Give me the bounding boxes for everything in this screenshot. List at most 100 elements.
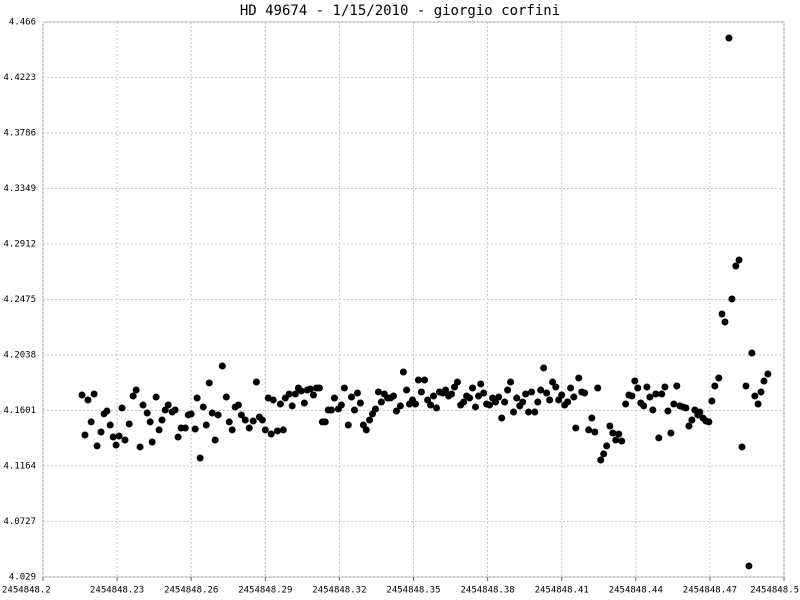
data-point — [469, 384, 477, 392]
data-point — [327, 406, 335, 414]
data-point — [424, 396, 432, 404]
data-point — [106, 421, 114, 429]
data-point — [558, 391, 566, 399]
data-point — [362, 426, 370, 434]
data-point — [609, 429, 617, 437]
data-point — [725, 34, 733, 42]
data-point — [534, 398, 542, 406]
data-point — [721, 318, 729, 326]
data-point — [597, 456, 605, 464]
data-point — [585, 426, 593, 434]
data-point — [661, 383, 669, 391]
data-point — [222, 393, 230, 401]
data-point — [519, 398, 527, 406]
data-point — [513, 394, 521, 402]
data-point — [374, 388, 382, 396]
data-point — [164, 401, 172, 409]
data-point — [466, 394, 474, 402]
data-point — [754, 400, 762, 408]
data-point — [125, 420, 133, 428]
data-point — [640, 402, 648, 410]
data-point — [540, 364, 548, 372]
data-point — [507, 378, 515, 386]
data-point — [460, 398, 468, 406]
data-point — [273, 427, 281, 435]
data-point — [738, 443, 746, 451]
data-point — [174, 433, 182, 441]
data-point — [297, 387, 305, 395]
data-point — [546, 396, 554, 404]
data-point — [269, 396, 277, 404]
data-point — [673, 382, 681, 390]
data-point — [572, 424, 580, 432]
data-point — [249, 417, 257, 425]
data-point — [103, 407, 111, 415]
data-point — [708, 397, 716, 405]
data-point — [486, 401, 494, 409]
data-point — [735, 256, 743, 264]
data-point — [267, 430, 275, 438]
data-point — [196, 454, 204, 462]
data-point — [646, 393, 654, 401]
data-point — [696, 408, 704, 416]
data-point — [432, 404, 440, 412]
data-point — [392, 407, 400, 415]
data-point — [356, 399, 364, 407]
data-point — [115, 432, 123, 440]
data-point — [655, 434, 663, 442]
data-point — [193, 394, 201, 402]
data-point — [87, 418, 95, 426]
data-point — [152, 393, 160, 401]
chart-title: HD 49674 - 1/15/2010 - giorgio corfini — [240, 3, 560, 19]
data-point — [421, 376, 429, 384]
data-point — [321, 418, 329, 426]
data-point — [448, 390, 456, 398]
data-point — [670, 400, 678, 408]
data-point — [118, 404, 126, 412]
data-point — [245, 424, 253, 432]
data-point — [258, 416, 266, 424]
data-point — [594, 384, 602, 392]
data-point — [764, 370, 772, 378]
y-tick-label: 4.1164 — [3, 462, 36, 472]
data-point — [371, 405, 379, 413]
data-point — [208, 409, 216, 417]
data-point — [191, 425, 199, 433]
data-point — [285, 390, 293, 398]
data-point — [564, 398, 572, 406]
data-point — [705, 418, 713, 426]
data-point — [218, 362, 226, 370]
data-point — [732, 262, 740, 270]
data-point — [97, 428, 105, 436]
data-point — [396, 402, 404, 410]
data-point — [309, 391, 317, 399]
data-point — [315, 384, 323, 392]
data-point — [214, 411, 222, 419]
x-tick-label: 2454848.44 — [609, 586, 663, 596]
data-point — [757, 388, 765, 396]
data-point — [480, 389, 488, 397]
data-point — [543, 389, 551, 397]
data-point — [279, 426, 287, 434]
data-point — [78, 391, 86, 399]
data-point — [522, 390, 530, 398]
data-point — [591, 428, 599, 436]
y-tick-label: 4.2475 — [3, 295, 36, 305]
data-point — [187, 410, 195, 418]
data-point — [340, 384, 348, 392]
data-point — [199, 403, 207, 411]
data-point — [442, 386, 450, 394]
data-point — [90, 390, 98, 398]
data-point — [143, 409, 151, 417]
data-point — [664, 407, 672, 415]
data-point — [146, 418, 154, 426]
data-point — [403, 386, 411, 394]
data-point — [300, 399, 308, 407]
data-point — [495, 393, 503, 401]
data-point — [337, 401, 345, 409]
data-point — [643, 383, 651, 391]
x-tick-label: 2454848.23 — [90, 586, 144, 596]
data-point — [728, 295, 736, 303]
data-point — [427, 401, 435, 409]
